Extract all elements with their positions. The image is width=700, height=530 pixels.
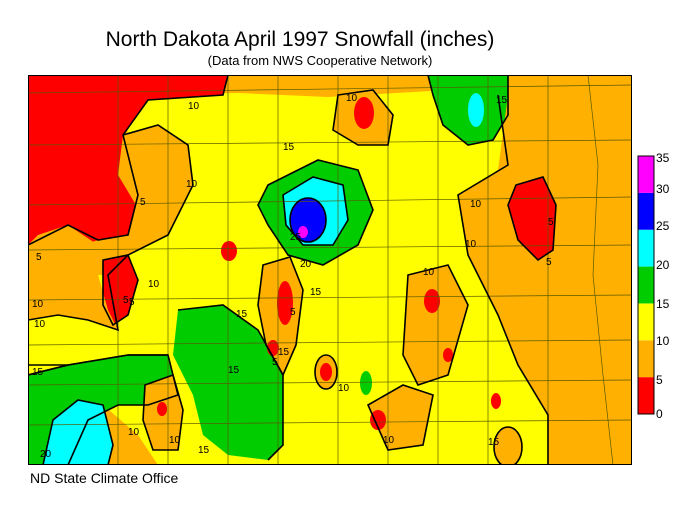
contour-label: 10 — [169, 435, 181, 446]
snowfall-area-0-5-sc2 — [320, 363, 332, 381]
contour-label: 5 — [36, 252, 42, 263]
snowfall-area-0-5-cw — [221, 241, 237, 261]
contour-label: 15 — [278, 347, 290, 358]
contour-label: 5 — [129, 297, 135, 308]
contour-label: 25 — [290, 232, 302, 243]
legend-label: 20 — [656, 258, 670, 272]
contour-labels: 10 5 15 10 5 15 10 5 10 25 20 15 10 15 1… — [32, 93, 554, 460]
contour-label: 15 — [236, 309, 248, 320]
legend-label: 10 — [656, 334, 670, 348]
state-border — [28, 75, 632, 465]
contour-label: 5 — [140, 197, 146, 208]
snowfall-area-0-5-w — [103, 255, 138, 325]
contour-label: 10 — [423, 267, 435, 278]
contour-label: 10 — [338, 383, 350, 394]
contour-label: 5 — [123, 295, 129, 306]
legend-label: 35 — [656, 151, 670, 165]
contour-lines — [28, 75, 557, 465]
legend-border — [637, 155, 655, 415]
legend-swatch — [638, 266, 654, 304]
contour-label: 15 — [198, 445, 210, 456]
legend-swatch — [638, 156, 654, 193]
map-title: North Dakota April 1997 Snowfall (inches… — [105, 28, 495, 51]
snowfall-area-0-5-nw — [28, 75, 228, 245]
legend-label: 30 — [656, 182, 670, 196]
county-boundaries — [28, 75, 632, 465]
snowfall-area-5-10-e — [458, 95, 632, 465]
contour-label: 15 — [32, 367, 44, 378]
contour-label: 10 — [128, 427, 140, 438]
contour-label: 10 — [470, 199, 482, 210]
snowfall-area-0-5-e — [508, 177, 556, 260]
snowfall-area-0-5-nc — [354, 97, 374, 129]
legend-swatch — [638, 340, 654, 378]
contour-label: 10 — [465, 239, 477, 250]
snowfall-area-10-15-sw — [28, 300, 158, 375]
legend-swatches — [637, 155, 655, 415]
contour-label: 5 — [548, 217, 554, 228]
snowfall-area-20-25-ne — [468, 93, 484, 127]
snowfall-area-15-20-sc2 — [360, 371, 372, 395]
contour-label: 5 — [272, 357, 278, 368]
contour-label: 15 — [496, 95, 508, 106]
contour-label: 15 — [310, 287, 322, 298]
snowfall-area-5-10-se3 — [494, 427, 522, 465]
contour-label: 5 — [546, 257, 552, 268]
legend-swatch — [638, 192, 654, 230]
snowfall-area-0-5-ec — [424, 289, 440, 313]
legend-swatch — [638, 229, 654, 267]
snowfall-area-0-5-s — [157, 402, 167, 416]
contour-label: 10 — [188, 101, 200, 112]
contour-label: 10 — [186, 179, 198, 190]
snowfall-area-0-5-se — [370, 410, 386, 430]
legend-swatch — [638, 377, 654, 414]
contour-label: 10 — [383, 435, 395, 446]
snowfall-area-30-35-c — [298, 226, 308, 238]
contour-label: 10 — [34, 319, 46, 330]
legend-label: 15 — [656, 297, 670, 311]
contour-label: 15 — [228, 365, 240, 376]
legend-label: 25 — [656, 219, 670, 233]
snowfall-area-0-5-csw — [277, 281, 293, 325]
contour-label: 15 — [283, 142, 295, 153]
contour-label: 5 — [290, 307, 296, 318]
contour-label: 20 — [300, 259, 312, 270]
snowfall-map: 10 5 15 10 5 15 10 5 10 25 20 15 10 15 1… — [28, 75, 632, 465]
map-subtitle: (Data from NWS Cooperative Network) — [207, 53, 433, 68]
legend-labels: 0 5 10 15 20 25 30 35 — [656, 151, 670, 421]
snowfall-area-0-5-se2 — [491, 393, 501, 409]
contour-label: 15 — [488, 437, 500, 448]
legend-label: 0 — [656, 407, 663, 421]
contour-label: 20 — [40, 449, 52, 460]
snowfall-area-0-5-ec2 — [443, 348, 453, 362]
legend-swatch — [638, 303, 654, 341]
color-scale-legend: 0 5 10 15 20 25 30 35 — [637, 151, 670, 421]
contour-label: 10 — [32, 299, 44, 310]
snowfall-area-5-10-w — [28, 225, 118, 330]
contour-label: 10 — [346, 93, 358, 104]
legend-label: 5 — [656, 373, 663, 387]
contour-label: 10 — [148, 279, 160, 290]
credit-text: ND State Climate Office — [30, 470, 179, 486]
snowfall-area-5-10-se — [368, 385, 433, 450]
